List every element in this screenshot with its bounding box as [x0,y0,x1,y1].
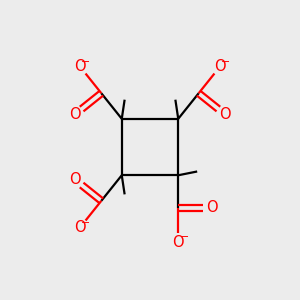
Text: −: − [81,218,91,228]
Text: O: O [172,235,184,250]
Text: O: O [214,59,226,74]
Text: −: − [81,57,91,67]
Text: O: O [69,172,80,187]
Text: O: O [207,200,218,215]
Text: O: O [69,107,80,122]
Text: O: O [74,220,86,235]
Text: −: − [180,232,189,242]
Text: −: − [221,57,231,67]
Text: O: O [74,59,86,74]
Text: O: O [220,107,231,122]
